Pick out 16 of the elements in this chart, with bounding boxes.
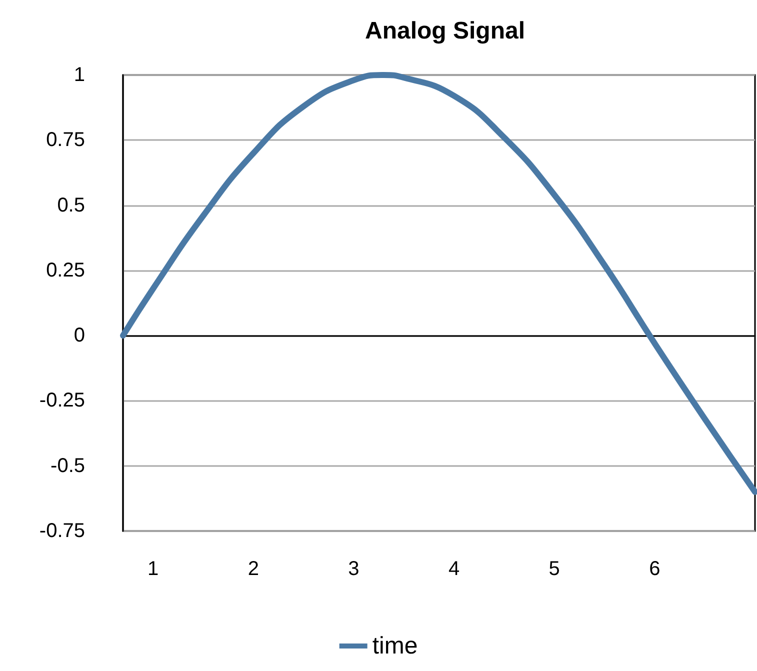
y-tick-label: -0.25 [39,390,85,412]
x-tick-label: 6 [649,558,660,580]
x-tick-label: 5 [548,558,560,580]
y-tick-label: 1 [74,64,85,86]
y-tick-label: -0.75 [39,520,85,542]
chart-title: Analog Signal [364,18,526,44]
x-tick-label: 2 [248,558,259,580]
y-tick-label: 0.25 [46,259,85,282]
y-tick-label: 0.5 [57,194,85,216]
y-tick-label: 0 [74,324,85,347]
x-tick-label: 3 [348,558,360,580]
x-tick-label: 4 [448,558,460,580]
legend-label: time [372,632,418,660]
x-tick-label: 1 [148,558,159,580]
y-tick-label: 0.75 [46,129,85,152]
y-tick-label: -0.5 [50,454,85,477]
